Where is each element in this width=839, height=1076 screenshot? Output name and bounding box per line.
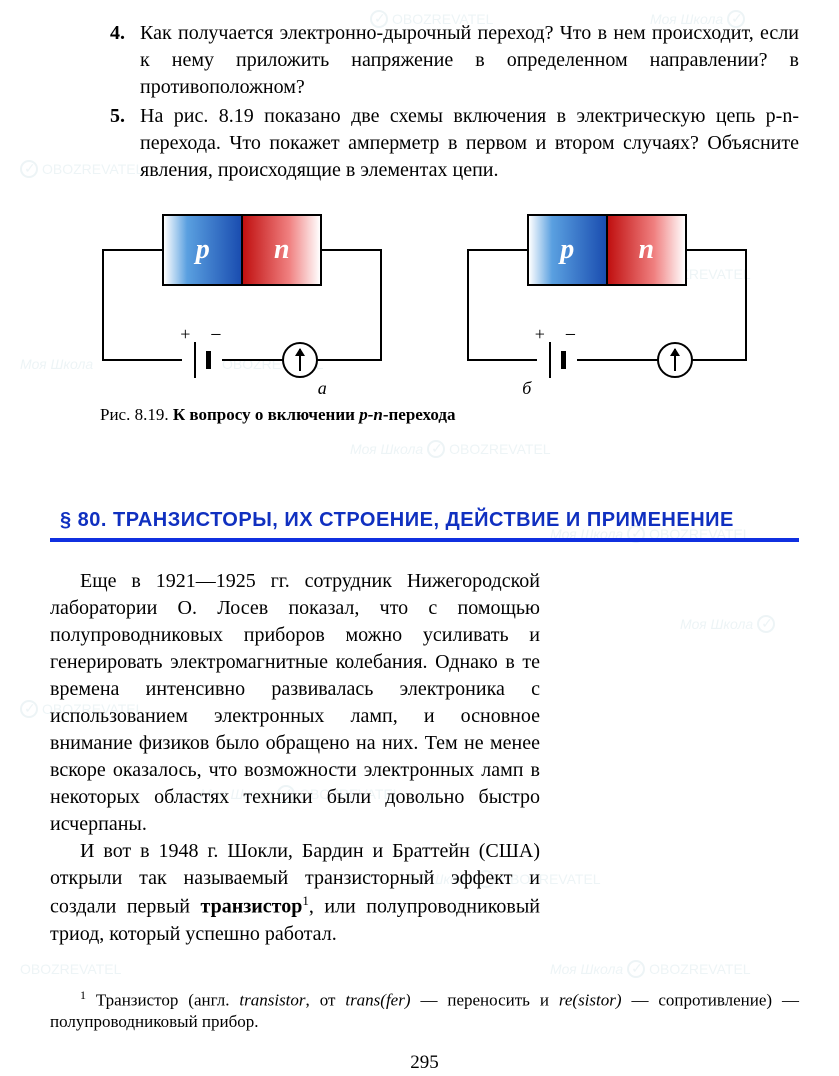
pn-junction: p n xyxy=(527,214,687,286)
question-text: Как получается электронно-дырочный перех… xyxy=(140,20,799,101)
circuit-diagram-a: p n + − xyxy=(82,204,402,374)
n-region: n xyxy=(243,216,320,284)
ammeter-icon xyxy=(282,342,318,378)
p-region: p xyxy=(164,216,243,284)
subfigure-labels: а б xyxy=(50,376,799,400)
question-5: 5. На рис. 8.19 показано две схемы включ… xyxy=(50,103,799,184)
subfigure-label-a: а xyxy=(318,376,327,400)
battery-icon: + − xyxy=(537,342,577,378)
question-text: На рис. 8.19 показано две схемы включени… xyxy=(140,103,799,184)
p-region: p xyxy=(529,216,608,284)
ammeter-icon xyxy=(657,342,693,378)
question-number: 5. xyxy=(110,103,140,184)
body-paragraph-2: И вот в 1948 г. Шокли, Бардин и Брат­тей… xyxy=(50,838,540,948)
question-4: 4. Как получается электронно-дырочный пе… xyxy=(50,20,799,101)
section-rule xyxy=(50,538,799,542)
question-number: 4. xyxy=(110,20,140,101)
battery-icon: + − xyxy=(182,342,222,378)
figure-caption: Рис. 8.19. К вопросу о включении p-n-пер… xyxy=(100,404,799,427)
figure-8-19: p n + − p n xyxy=(50,204,799,374)
page-number: 295 xyxy=(50,1050,799,1076)
section-heading: § 80. ТРАНЗИСТОРЫ, ИХ СТРОЕНИЕ, ДЕЙСТВИЕ… xyxy=(50,507,799,534)
n-region: n xyxy=(608,216,685,284)
footnote: 1 Транзистор (англ. transistor, от trans… xyxy=(50,988,799,1032)
subfigure-label-b: б xyxy=(522,376,531,400)
pn-junction: p n xyxy=(162,214,322,286)
body-paragraph-1: Еще в 1921—1925 гг. сотрудник Ниже­город… xyxy=(50,568,540,838)
circuit-diagram-b: p n + − xyxy=(447,204,767,374)
